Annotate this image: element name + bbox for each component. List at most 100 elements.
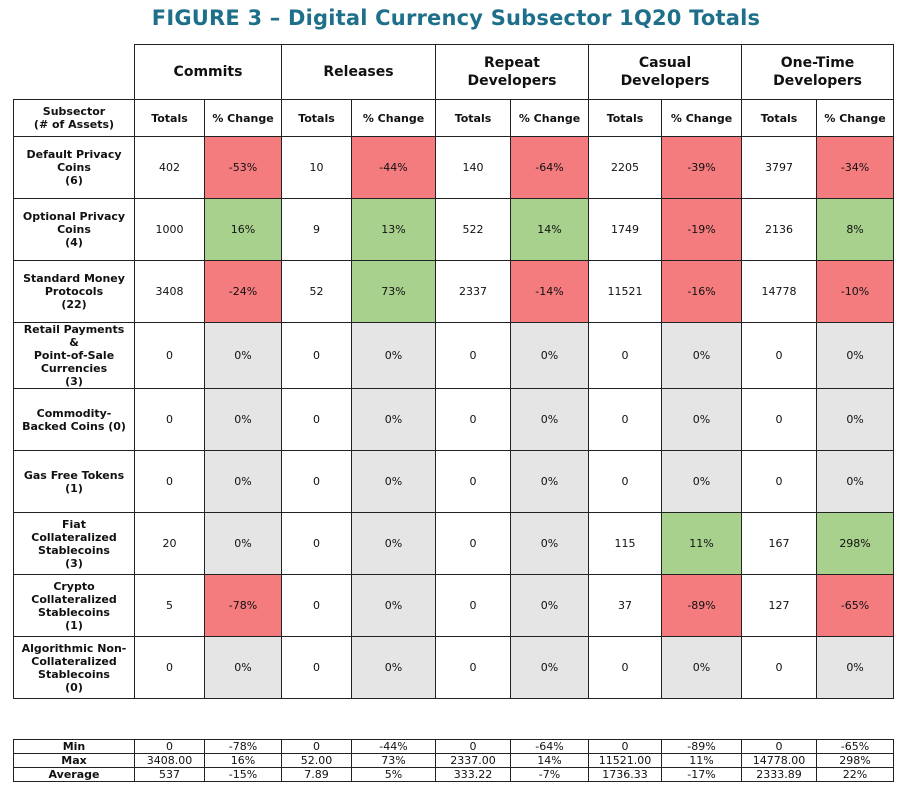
- totals-cell: 9: [281, 198, 352, 261]
- percent-change-cell: -78%: [204, 574, 282, 637]
- totals-cell: 2205: [588, 136, 663, 199]
- totals-cell: 0: [435, 322, 511, 389]
- summary-value: 298%: [816, 753, 894, 768]
- totals-cell: 0: [435, 574, 511, 637]
- totals-cell: 0: [741, 388, 818, 451]
- totals-cell: 0: [435, 388, 511, 451]
- totals-cell: 10: [281, 136, 352, 199]
- totals-cell: 0: [134, 388, 205, 451]
- percent-change-cell: 0%: [816, 322, 895, 389]
- sub-header-change: % Change: [509, 99, 590, 137]
- sub-header-totals: Totals: [741, 99, 818, 137]
- totals-cell: 0: [588, 450, 663, 513]
- percent-change-cell: 0%: [816, 450, 895, 513]
- percent-change-cell: 0%: [509, 322, 590, 389]
- percent-change-cell: -53%: [204, 136, 282, 199]
- totals-cell: 5: [134, 574, 205, 637]
- sub-header-change: % Change: [661, 99, 743, 137]
- sub-header-change: % Change: [204, 99, 282, 137]
- summary-value: 52.00: [281, 753, 352, 768]
- percent-change-cell: 0%: [509, 388, 590, 451]
- percent-change-cell: 73%: [351, 260, 436, 323]
- percent-change-cell: -65%: [816, 574, 895, 637]
- group-header-releases: Releases: [281, 44, 436, 100]
- subsector-label: Retail Payments & Point-of-Sale Currencies(…: [13, 322, 135, 389]
- totals-cell: 402: [134, 136, 205, 199]
- subsector-label: Standard Money Protocols (22): [13, 260, 135, 323]
- totals-cell: 0: [134, 636, 205, 699]
- percent-change-cell: -44%: [351, 136, 436, 199]
- percent-change-cell: 0%: [351, 388, 436, 451]
- percent-change-cell: -16%: [661, 260, 743, 323]
- percent-change-cell: 0%: [351, 636, 436, 699]
- percent-change-cell: 0%: [204, 512, 282, 575]
- summary-value: -89%: [661, 739, 742, 754]
- summary-value: -15%: [204, 767, 282, 782]
- summary-value: -64%: [510, 739, 589, 754]
- totals-cell: 0: [134, 322, 205, 389]
- totals-cell: 0: [281, 388, 352, 451]
- percent-change-cell: 0%: [661, 450, 743, 513]
- table-row: Optional Privacy Coins (4) 1000 16% 9 13% 522 14…: [13, 198, 895, 261]
- summary-value: 73%: [351, 753, 436, 768]
- table-row: Retail Payments & Point-of-Sale Currencies(…: [13, 322, 895, 389]
- summary-row: Min 0 -78% 0 -44% 0 -64% 0 -89% 0 -65%: [13, 739, 894, 754]
- group-header-casual-developers: Casual Developers: [588, 44, 743, 100]
- percent-change-cell: 0%: [816, 388, 895, 451]
- totals-cell: 0: [281, 322, 352, 389]
- totals-cell: 0: [588, 636, 663, 699]
- table-row: Default Privacy Coins (6) 402 -53% 10 -44% 140 -…: [13, 136, 895, 199]
- percent-change-cell: 298%: [816, 512, 895, 575]
- summary-label: Average: [13, 767, 135, 782]
- percent-change-cell: -39%: [661, 136, 743, 199]
- percent-change-cell: -34%: [816, 136, 895, 199]
- group-header-one-time-developers: One-Time Developers: [741, 44, 895, 100]
- summary-value: 0: [741, 739, 817, 754]
- percent-change-cell: 0%: [509, 574, 590, 637]
- subsector-label: Fiat Collateralized Stablecoins (3): [13, 512, 135, 575]
- subsector-label: Algorithmic Non- Collateralized Stablecoin…: [13, 636, 135, 699]
- totals-cell: 0: [741, 450, 818, 513]
- summary-value: 0: [281, 739, 352, 754]
- summary-table-body: Min 0 -78% 0 -44% 0 -64% 0 -89% 0 -65% Max 3408.00 16…: [13, 739, 894, 782]
- percent-change-cell: 0%: [661, 636, 743, 699]
- summary-value: 3408.00: [134, 753, 205, 768]
- summary-value: 0: [435, 739, 511, 754]
- summary-value: 2337.00: [435, 753, 511, 768]
- summary-value: -65%: [816, 739, 894, 754]
- summary-value: 11521.00: [588, 753, 662, 768]
- summary-label: Min: [13, 739, 135, 754]
- group-header-commits: Commits: [134, 44, 282, 100]
- summary-value: 22%: [816, 767, 894, 782]
- subsector-label: Commodity- Backed Coins (0): [13, 388, 135, 451]
- totals-cell: 0: [435, 512, 511, 575]
- summary-value: 2333.89: [741, 767, 817, 782]
- totals-cell: 522: [435, 198, 511, 261]
- subsector-label: Optional Privacy Coins (4): [13, 198, 135, 261]
- percent-change-cell: 0%: [204, 322, 282, 389]
- totals-cell: 3797: [741, 136, 818, 199]
- totals-cell: 0: [741, 636, 818, 699]
- figure-title: FIGURE 3 – Digital Currency Subsector 1Q…: [151, 6, 761, 30]
- summary-value: -78%: [204, 739, 282, 754]
- summary-row: Average 537 -15% 7.89 5% 333.22 -7% 1736.33 -17%…: [13, 767, 894, 782]
- percent-change-cell: 0%: [509, 512, 590, 575]
- totals-cell: 127: [741, 574, 818, 637]
- percent-change-cell: 0%: [204, 636, 282, 699]
- sub-header-change: % Change: [351, 99, 436, 137]
- table-row: Standard Money Protocols (22) 3408 -24% 52 73%…: [13, 260, 895, 323]
- table-row: Commodity- Backed Coins (0) 0 0% 0 0% 0 0% 0 0% 0 0…: [13, 388, 895, 451]
- percent-change-cell: 0%: [816, 636, 895, 699]
- percent-change-cell: 0%: [351, 450, 436, 513]
- summary-value: 14778.00: [741, 753, 817, 768]
- totals-cell: 140: [435, 136, 511, 199]
- summary-value: -44%: [351, 739, 436, 754]
- percent-change-cell: 0%: [351, 512, 436, 575]
- totals-cell: 52: [281, 260, 352, 323]
- summary-value: 333.22: [435, 767, 511, 782]
- percent-change-cell: -24%: [204, 260, 282, 323]
- summary-value: 16%: [204, 753, 282, 768]
- subsector-label: Default Privacy Coins (6): [13, 136, 135, 199]
- totals-cell: 1749: [588, 198, 663, 261]
- subsector-label: Crypto Collateralized Stablecoins (1): [13, 574, 135, 637]
